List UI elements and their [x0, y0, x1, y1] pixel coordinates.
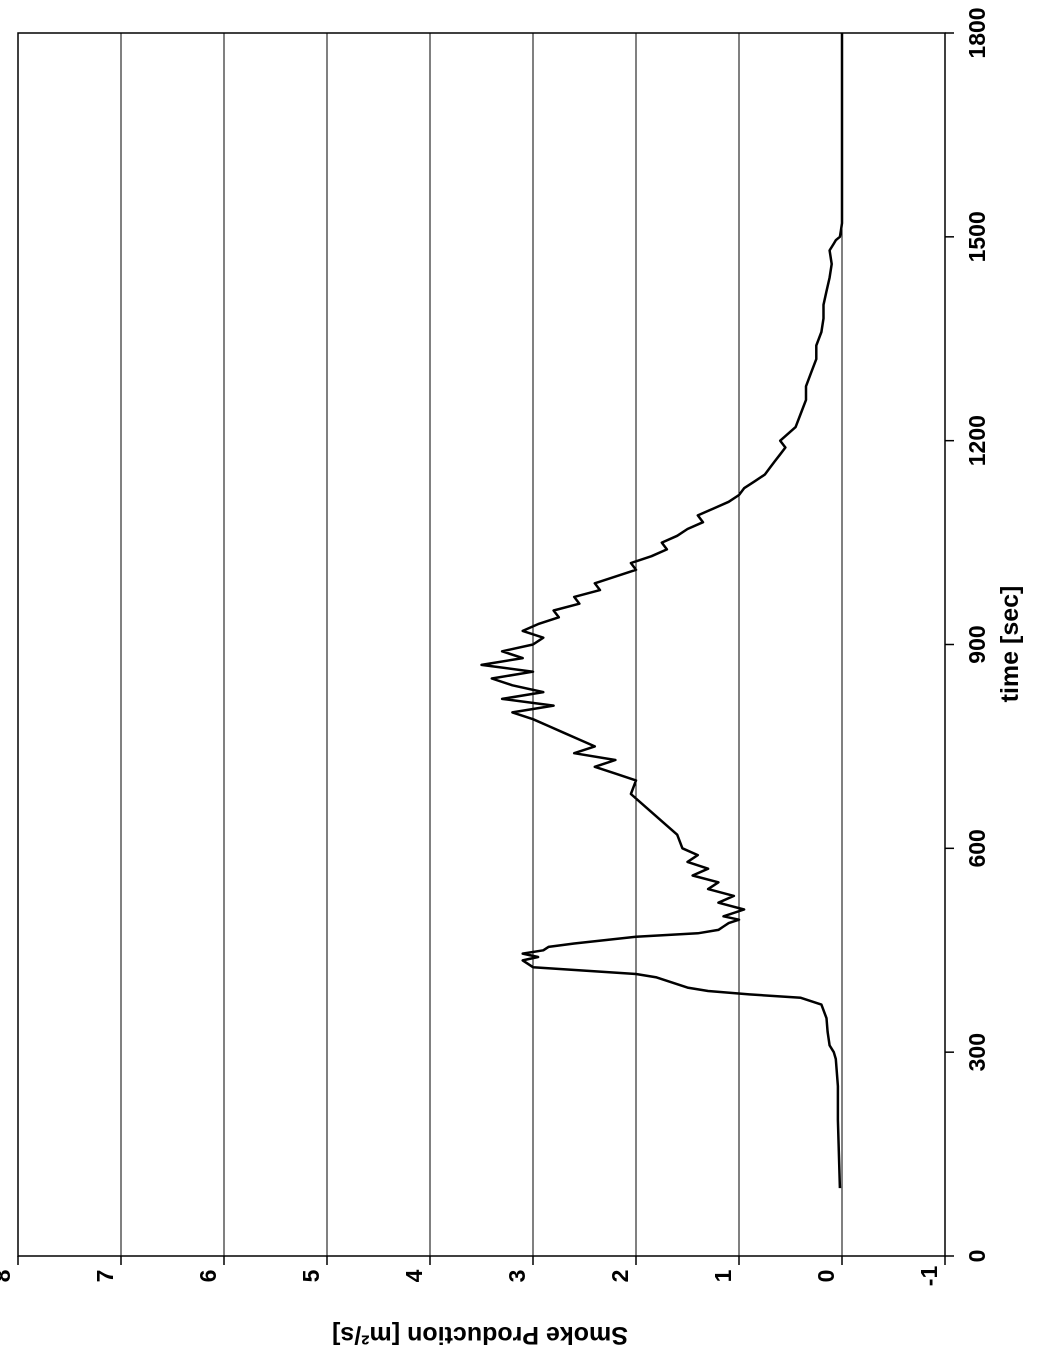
y-tick-label-1: 7	[92, 1270, 118, 1283]
y-tick-label-4: 4	[401, 1269, 427, 1282]
x-tick-label-6: 1800	[964, 7, 990, 58]
x-tick-label-0: 0	[964, 1250, 990, 1263]
y-tick-label-3: 5	[298, 1269, 324, 1282]
y-tick-label-0: 8	[0, 1269, 15, 1282]
y-axis-title: Smoke Production [m²/s]	[332, 1321, 628, 1349]
x-axis-ticks: 0 300 600 900 1200 1500 1800	[945, 7, 990, 1262]
y-tick-label-8: 0	[813, 1270, 839, 1283]
y-tick-label-5: 3	[504, 1270, 530, 1283]
x-tick-label-4: 1200	[964, 415, 990, 466]
x-tick-label-1: 300	[964, 1033, 990, 1071]
x-tick-label-5: 1500	[964, 211, 990, 262]
x-axis-title: time [sec]	[996, 586, 1024, 703]
y-axis-ticks: 8 7 6 5 4 3 2 1 0 -1	[0, 1256, 946, 1287]
y-tick-label-9: -1	[916, 1266, 942, 1287]
plot-area	[17, 32, 946, 1257]
series-group	[480, 33, 844, 1189]
x-tick-label-2: 600	[964, 829, 990, 867]
x-tick-label-3: 900	[964, 625, 990, 663]
y-tick-label-7: 1	[710, 1269, 736, 1282]
y-tick-label-2: 6	[195, 1270, 221, 1283]
series-line-0	[480, 33, 844, 1189]
y-tick-label-6: 2	[607, 1270, 633, 1283]
